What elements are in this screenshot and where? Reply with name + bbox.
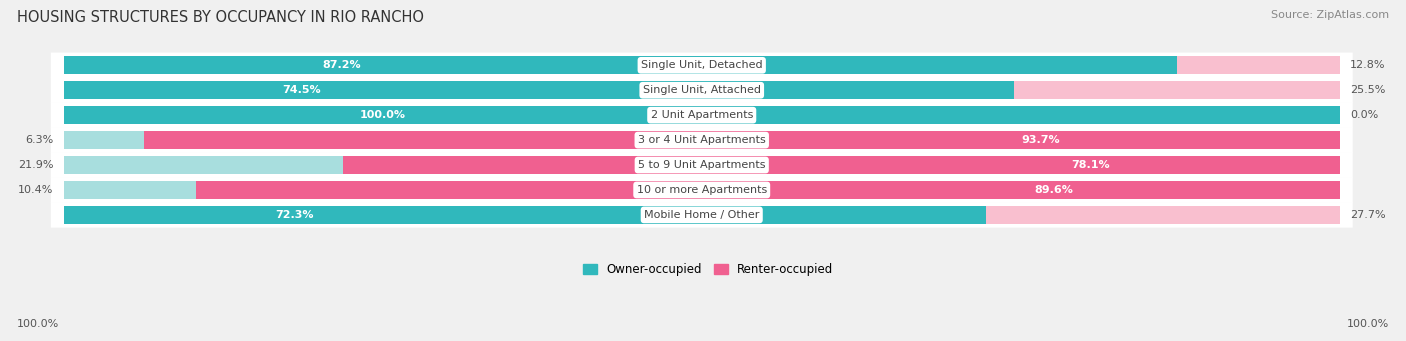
Bar bbox=[143, 131, 1340, 149]
Bar bbox=[987, 206, 1340, 224]
Text: 3 or 4 Unit Apartments: 3 or 4 Unit Apartments bbox=[638, 135, 766, 145]
Legend: Owner-occupied, Renter-occupied: Owner-occupied, Renter-occupied bbox=[582, 263, 834, 276]
Text: 72.3%: 72.3% bbox=[276, 210, 314, 220]
Bar bbox=[1177, 56, 1340, 74]
Text: Single Unit, Attached: Single Unit, Attached bbox=[643, 85, 761, 95]
Text: Mobile Home / Other: Mobile Home / Other bbox=[644, 210, 759, 220]
Text: 12.8%: 12.8% bbox=[1350, 60, 1386, 70]
Text: 10 or more Apartments: 10 or more Apartments bbox=[637, 185, 766, 195]
Text: 25.5%: 25.5% bbox=[1350, 85, 1385, 95]
Text: Source: ZipAtlas.com: Source: ZipAtlas.com bbox=[1271, 10, 1389, 20]
Text: 100.0%: 100.0% bbox=[17, 319, 59, 329]
Bar bbox=[63, 106, 1340, 124]
Bar bbox=[63, 81, 1015, 99]
Text: 6.3%: 6.3% bbox=[25, 135, 53, 145]
Text: 100.0%: 100.0% bbox=[1347, 319, 1389, 329]
Text: 93.7%: 93.7% bbox=[1022, 135, 1060, 145]
Text: 10.4%: 10.4% bbox=[18, 185, 53, 195]
Bar bbox=[63, 206, 987, 224]
Bar bbox=[197, 181, 1340, 199]
Text: 21.9%: 21.9% bbox=[18, 160, 53, 170]
FancyBboxPatch shape bbox=[51, 128, 1353, 153]
Bar bbox=[1015, 81, 1340, 99]
Text: Single Unit, Detached: Single Unit, Detached bbox=[641, 60, 762, 70]
Bar bbox=[343, 156, 1340, 174]
FancyBboxPatch shape bbox=[51, 77, 1353, 103]
FancyBboxPatch shape bbox=[51, 177, 1353, 203]
Text: 89.6%: 89.6% bbox=[1035, 185, 1073, 195]
Text: 100.0%: 100.0% bbox=[360, 110, 406, 120]
FancyBboxPatch shape bbox=[51, 53, 1353, 78]
Bar bbox=[63, 181, 197, 199]
Bar bbox=[63, 131, 143, 149]
FancyBboxPatch shape bbox=[51, 102, 1353, 128]
FancyBboxPatch shape bbox=[51, 202, 1353, 227]
Text: 0.0%: 0.0% bbox=[1350, 110, 1378, 120]
Bar bbox=[63, 156, 343, 174]
Text: 87.2%: 87.2% bbox=[322, 60, 361, 70]
Bar bbox=[63, 56, 1177, 74]
FancyBboxPatch shape bbox=[51, 152, 1353, 178]
Text: 78.1%: 78.1% bbox=[1071, 160, 1109, 170]
Text: HOUSING STRUCTURES BY OCCUPANCY IN RIO RANCHO: HOUSING STRUCTURES BY OCCUPANCY IN RIO R… bbox=[17, 10, 423, 25]
Text: 5 to 9 Unit Apartments: 5 to 9 Unit Apartments bbox=[638, 160, 765, 170]
Text: 74.5%: 74.5% bbox=[283, 85, 321, 95]
Text: 2 Unit Apartments: 2 Unit Apartments bbox=[651, 110, 754, 120]
Text: 27.7%: 27.7% bbox=[1350, 210, 1386, 220]
